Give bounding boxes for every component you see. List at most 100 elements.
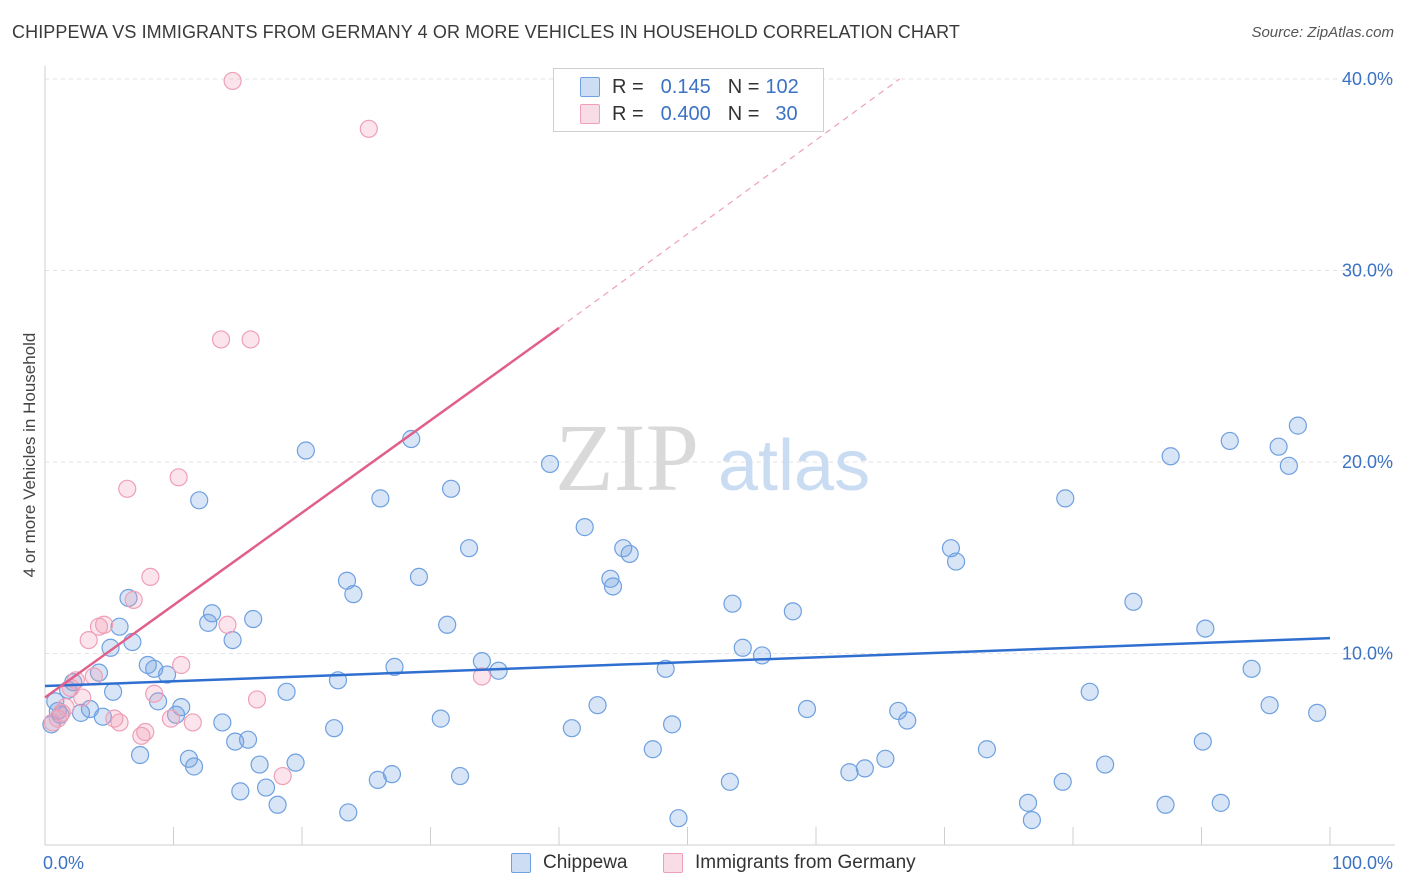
data-point xyxy=(1124,592,1143,611)
r-value: 0.400 xyxy=(660,102,711,125)
legend-row-germany: R = 0.400 N = 30 xyxy=(580,101,798,127)
r-value: 0.145 xyxy=(660,75,711,98)
data-point xyxy=(213,713,232,732)
data-point xyxy=(325,719,344,738)
data-point xyxy=(797,699,817,719)
data-point xyxy=(95,615,114,634)
watermark: ZIP atlas xyxy=(555,404,870,511)
data-point xyxy=(145,684,164,703)
data-point xyxy=(247,690,267,709)
n-label: N = xyxy=(727,75,760,98)
data-point xyxy=(286,753,305,772)
data-point xyxy=(540,454,560,474)
data-point xyxy=(273,766,292,786)
data-point xyxy=(733,638,752,657)
data-point xyxy=(218,615,237,634)
data-point xyxy=(723,594,742,613)
data-point xyxy=(1161,447,1180,466)
data-point xyxy=(1096,755,1115,774)
data-point xyxy=(223,630,242,650)
data-point xyxy=(1279,456,1298,475)
data-point xyxy=(1018,793,1038,812)
data-point xyxy=(256,778,276,797)
watermark-atlas: atlas xyxy=(718,426,870,506)
data-point xyxy=(339,803,358,822)
legend-label-chippewa: Chippewa xyxy=(543,852,628,873)
data-point xyxy=(1220,431,1239,451)
data-point xyxy=(1080,682,1099,701)
series-germany-points xyxy=(43,71,491,786)
trend-line xyxy=(44,636,1331,688)
legend-label-germany: Immigrants from Germany xyxy=(695,852,916,873)
data-point xyxy=(382,765,402,784)
trend-line-extension xyxy=(558,78,900,329)
data-point xyxy=(130,745,150,765)
data-point xyxy=(1260,696,1279,715)
data-point xyxy=(409,567,429,587)
data-point xyxy=(720,772,740,791)
data-point xyxy=(141,567,160,587)
r-label: R = xyxy=(612,75,644,98)
data-point xyxy=(1308,703,1327,722)
data-point xyxy=(110,617,129,636)
chart-title: CHIPPEWA VS IMMIGRANTS FROM GERMANY 4 OR… xyxy=(12,22,960,42)
data-point xyxy=(124,590,143,609)
data-point xyxy=(941,539,961,558)
data-point xyxy=(489,661,508,680)
data-point xyxy=(169,468,188,487)
data-point xyxy=(73,688,92,707)
data-point xyxy=(1193,732,1212,751)
data-point xyxy=(385,657,404,677)
data-point xyxy=(656,659,675,678)
data-point xyxy=(855,759,874,778)
axes xyxy=(44,66,1395,846)
data-point xyxy=(344,585,363,604)
data-point xyxy=(575,518,594,537)
data-point xyxy=(161,709,181,728)
n-label: N = xyxy=(727,102,760,125)
data-point xyxy=(104,682,123,701)
legend-row-chippewa: R = 0.145 N = 102 xyxy=(580,74,799,100)
data-point xyxy=(110,713,129,732)
y-tick-label: 40.0% xyxy=(1342,69,1393,89)
data-point xyxy=(946,552,966,571)
data-point xyxy=(172,655,191,675)
series-chippewa-points xyxy=(42,416,1327,830)
data-point xyxy=(371,489,390,508)
data-point xyxy=(202,604,222,623)
stats-legend: R = 0.145 N = 102 R = 0.400 N = 30 xyxy=(553,68,824,132)
data-point xyxy=(620,544,639,564)
data-point xyxy=(438,615,457,634)
data-point xyxy=(898,711,917,730)
data-point xyxy=(359,119,378,138)
data-point xyxy=(876,749,895,768)
data-point xyxy=(1288,416,1307,435)
legend-item-germany[interactable]: Immigrants from Germany xyxy=(663,852,916,874)
data-point xyxy=(783,602,802,621)
data-point xyxy=(172,698,191,717)
source-label: Source: ZipAtlas.com xyxy=(1251,24,1394,41)
n-value: 102 xyxy=(765,75,799,98)
x-tick-label: 100.0% xyxy=(1332,853,1393,873)
tick-labels: 10.0% 20.0% 30.0% 40.0% 0.0% 100.0% xyxy=(43,69,1393,873)
watermark-zip: ZIP xyxy=(555,404,699,511)
data-point xyxy=(662,715,682,734)
data-point xyxy=(223,71,242,91)
data-point xyxy=(211,330,231,349)
data-point xyxy=(472,652,491,671)
n-value: 30 xyxy=(775,102,798,125)
data-point xyxy=(1196,619,1215,638)
legend-swatch-chippewa xyxy=(511,853,531,873)
r-label: R = xyxy=(612,102,644,125)
data-point xyxy=(157,665,177,684)
data-point xyxy=(190,491,209,510)
legend-item-chippewa[interactable]: Chippewa xyxy=(511,852,628,874)
legend-swatch-germany xyxy=(663,853,683,873)
y-tick-label: 30.0% xyxy=(1342,261,1393,281)
data-point xyxy=(643,740,662,759)
grid-lines xyxy=(45,78,1395,654)
data-point xyxy=(840,763,859,782)
data-point xyxy=(183,713,202,732)
data-point xyxy=(441,479,461,498)
